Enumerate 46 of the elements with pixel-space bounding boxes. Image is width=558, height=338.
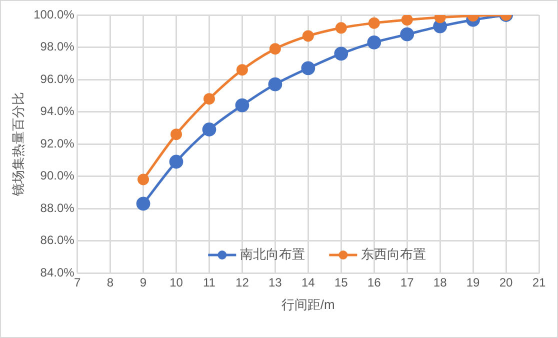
y-tick-label: 96.0%: [40, 72, 75, 86]
x-axis-title: 行间距/m: [281, 296, 335, 312]
x-tick-label: 8: [106, 276, 114, 290]
y-tick-label: 90.0%: [40, 168, 75, 183]
point: [169, 154, 184, 169]
point: [335, 22, 347, 34]
x-tick-label: 19: [466, 276, 480, 290]
x-tick-label: 15: [334, 276, 348, 290]
y-tick-label: 88.0%: [40, 200, 75, 215]
point: [268, 77, 282, 92]
point: [334, 46, 348, 61]
x-tick-label: 12: [236, 276, 250, 290]
point: [400, 27, 414, 42]
x-tick-label: 7: [74, 276, 81, 290]
y-tick-label: 98.0%: [40, 40, 75, 54]
y-tick-label: 84.0%: [40, 265, 75, 280]
point: [170, 128, 182, 140]
x-tick-label: 21: [532, 276, 546, 290]
point: [302, 30, 314, 42]
x-tick-label: 11: [202, 276, 216, 290]
x-tick-label: 10: [170, 276, 184, 290]
x-tick-label: 14: [301, 276, 316, 290]
point: [202, 122, 216, 136]
point: [301, 61, 316, 76]
y-tick-label: 92.0%: [40, 136, 75, 150]
x-tick-label: 9: [140, 276, 147, 290]
y-axis-title: 镜场集热量百分比: [10, 92, 26, 197]
point: [203, 93, 215, 105]
point: [136, 196, 150, 211]
x-tick-label: 16: [367, 276, 382, 290]
x-tick-label: 18: [433, 276, 448, 290]
point: [236, 64, 248, 76]
point: [235, 98, 250, 112]
legend-label: 东西向布置: [361, 246, 426, 262]
x-tick-label: 20: [499, 276, 514, 290]
point: [138, 174, 150, 186]
point: [367, 35, 382, 50]
x-tick-label: 13: [268, 276, 282, 290]
x-tick-label: 17: [400, 276, 414, 290]
point: [368, 17, 380, 29]
point: [401, 15, 413, 26]
point: [269, 43, 281, 55]
y-tick-label: 100.0%: [34, 7, 75, 22]
y-tick-label: 86.0%: [40, 233, 75, 248]
y-tick-label: 94.0%: [40, 104, 75, 118]
legend-label: 南北向布置: [240, 246, 306, 262]
